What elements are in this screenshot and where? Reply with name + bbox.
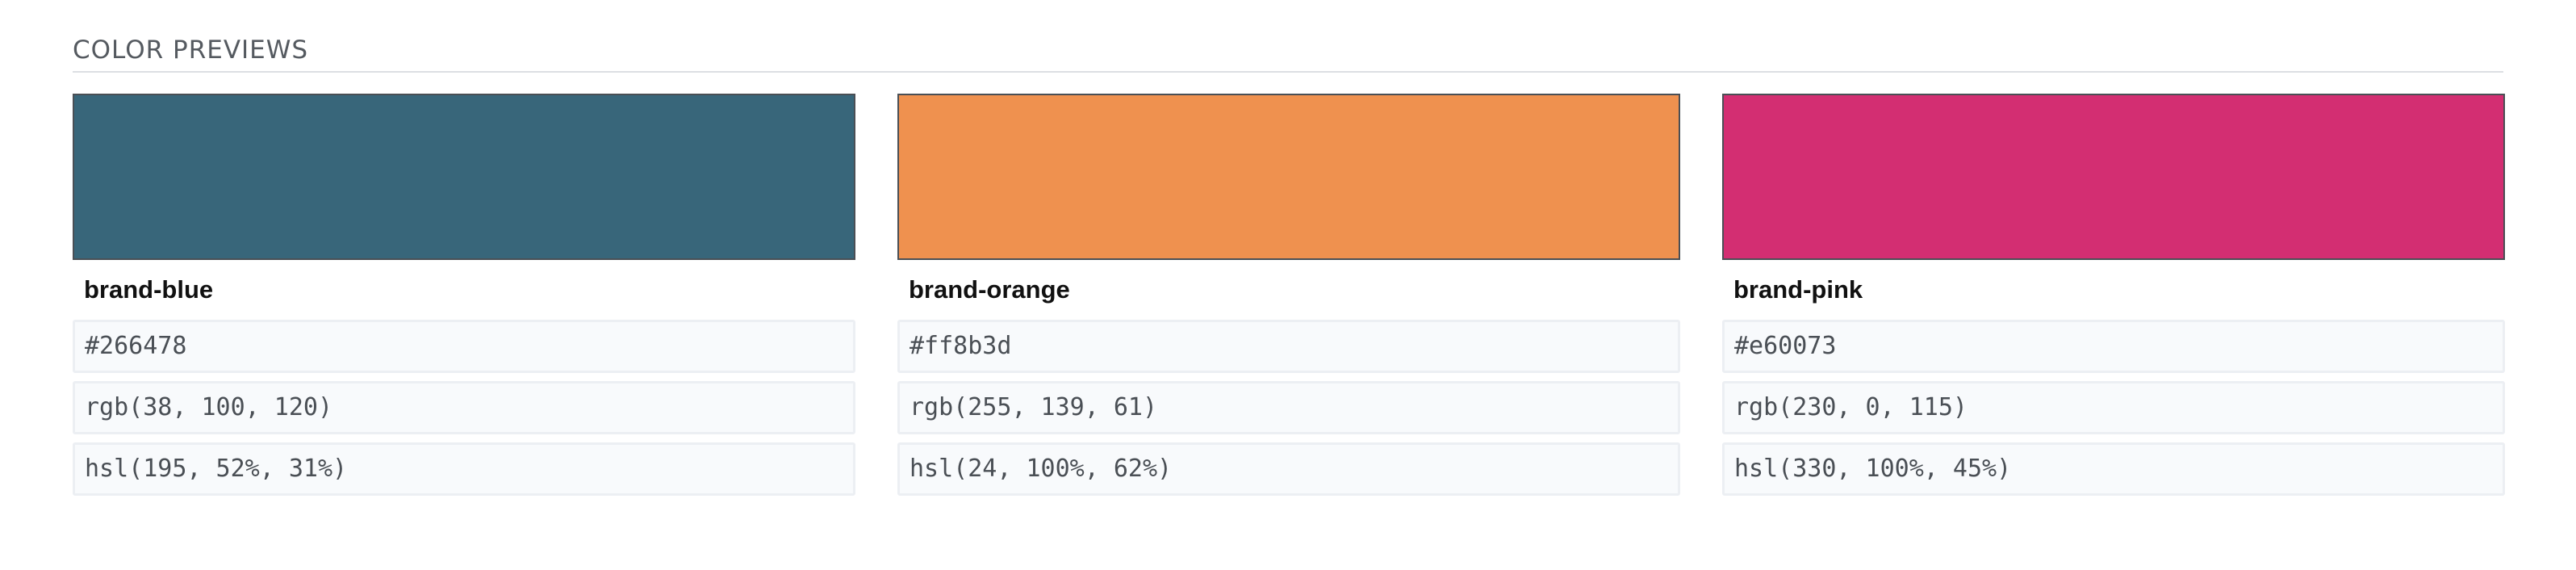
rgb-value[interactable]: rgb(255, 139, 61): [897, 381, 1680, 434]
hsl-value[interactable]: hsl(195, 52%, 31%): [73, 442, 855, 496]
hex-value[interactable]: #ff8b3d: [897, 320, 1680, 373]
hex-value[interactable]: #266478: [73, 320, 855, 373]
rgb-value[interactable]: rgb(230, 0, 115): [1722, 381, 2505, 434]
hsl-value[interactable]: hsl(24, 100%, 62%): [897, 442, 1680, 496]
color-name: brand-blue: [84, 275, 214, 304]
color-card-brand-pink: brand-pink #e60073 rgb(230, 0, 115) hsl(…: [1722, 94, 2505, 504]
hsl-value[interactable]: hsl(330, 100%, 45%): [1722, 442, 2505, 496]
hex-value[interactable]: #e60073: [1722, 320, 2505, 373]
color-name: brand-pink: [1733, 275, 1863, 304]
color-swatch: [897, 94, 1680, 260]
color-card-brand-orange: brand-orange #ff8b3d rgb(255, 139, 61) h…: [897, 94, 1680, 504]
color-card-brand-blue: brand-blue #266478 rgb(38, 100, 120) hsl…: [73, 94, 855, 504]
section-title: COLOR PREVIEWS: [73, 36, 309, 65]
color-grid: brand-blue #266478 rgb(38, 100, 120) hsl…: [73, 94, 2505, 504]
color-name: brand-orange: [909, 275, 1070, 304]
rgb-value[interactable]: rgb(38, 100, 120): [73, 381, 855, 434]
color-swatch: [1722, 94, 2505, 260]
section-divider: [73, 71, 2503, 73]
color-previews-section: COLOR PREVIEWS brand-blue #266478 rgb(38…: [73, 32, 2505, 496]
color-swatch: [73, 94, 855, 260]
